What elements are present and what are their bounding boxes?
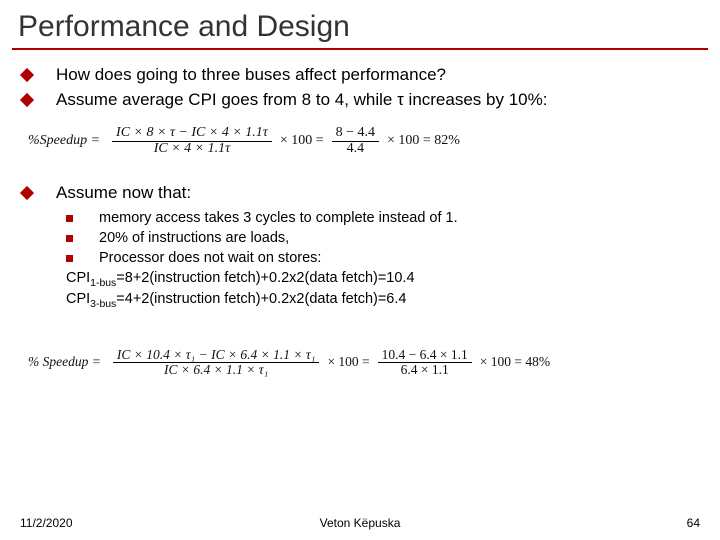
denominator: IC × 4 × 1.1τ [150,142,234,157]
title-underline [12,48,708,50]
fraction: IC × 8 × τ − IC × 4 × 1.1τ IC × 4 × 1.1τ [112,126,272,156]
eq-label: % Speedup = [28,354,101,370]
cpi-rest: =4+2(instruction fetch)+0.2x2(data fetch… [116,291,406,307]
numerator: 10.4 − 6.4 × 1.1 [378,348,472,362]
cpi-sub: 3-bus [90,299,116,310]
content-area: How does going to three buses affect per… [0,64,720,377]
footer-page: 64 [473,516,700,530]
cpi-line-2: CPI3-bus=4+2(instruction fetch)+0.2x2(da… [66,290,698,311]
footer: 11/2/2020 Veton Këpuska 64 [0,516,720,530]
diamond-icon [20,93,34,107]
bullet-text: Assume now that: [56,182,191,205]
sub-text: Processor does not wait on stores: [99,249,321,268]
bullet-text: Assume average CPI goes from 8 to 4, whi… [56,89,547,112]
eq-op: × 100 = [278,133,326,149]
footer-author: Veton Këpuska [247,516,474,530]
cpi-rest: =8+2(instruction fetch)+0.2x2(data fetch… [116,270,414,286]
footer-date: 11/2/2020 [20,516,247,530]
cpi-prefix: CPI [66,270,90,286]
eq-label: %Speedup = [28,133,100,149]
bullet-row: Assume now that: [22,182,698,205]
bullet-row: Assume average CPI goes from 8 to 4, whi… [22,89,698,112]
cpi-prefix: CPI [66,291,90,307]
eq-tail: × 100 = 82% [385,133,462,149]
cpi-sub: 1-bus [90,278,116,289]
square-icon [66,215,73,222]
sub-text: 20% of instructions are loads, [99,229,289,248]
square-icon [66,255,73,262]
sub-text: memory access takes 3 cycles to complete… [99,209,458,228]
diamond-icon [20,186,34,200]
diamond-icon [20,68,34,82]
eq-tail: × 100 = 48% [478,354,552,370]
square-icon [66,235,73,242]
fraction: 8 − 4.4 4.4 [332,126,379,156]
sub-row: memory access takes 3 cycles to complete… [66,209,698,228]
bullet-text: How does going to three buses affect per… [56,64,446,87]
sub-row: Processor does not wait on stores: [66,249,698,268]
denominator: 4.4 [343,142,369,157]
equation-1: %Speedup = IC × 8 × τ − IC × 4 × 1.1τ IC… [28,126,698,156]
bullet-row: How does going to three buses affect per… [22,64,698,87]
fraction: IC × 10.4 × τ₁ − IC × 6.4 × 1.1 × τ₁ IC … [113,348,320,377]
numerator: 8 − 4.4 [332,126,379,141]
equation-2: % Speedup = IC × 10.4 × τ₁ − IC × 6.4 × … [28,348,698,377]
numerator: IC × 8 × τ − IC × 4 × 1.1τ [112,126,272,141]
sub-list: memory access takes 3 cycles to complete… [66,209,698,268]
denominator: 6.4 × 1.1 [397,363,453,377]
numerator: IC × 10.4 × τ₁ − IC × 6.4 × 1.1 × τ₁ [113,348,320,362]
fraction: 10.4 − 6.4 × 1.1 6.4 × 1.1 [378,348,472,377]
cpi-line-1: CPI1-bus=8+2(instruction fetch)+0.2x2(da… [66,269,698,290]
slide-title: Performance and Design [0,0,720,48]
sub-row: 20% of instructions are loads, [66,229,698,248]
eq-op: × 100 = [325,354,371,370]
denominator: IC × 6.4 × 1.1 × τ₁ [160,363,272,377]
